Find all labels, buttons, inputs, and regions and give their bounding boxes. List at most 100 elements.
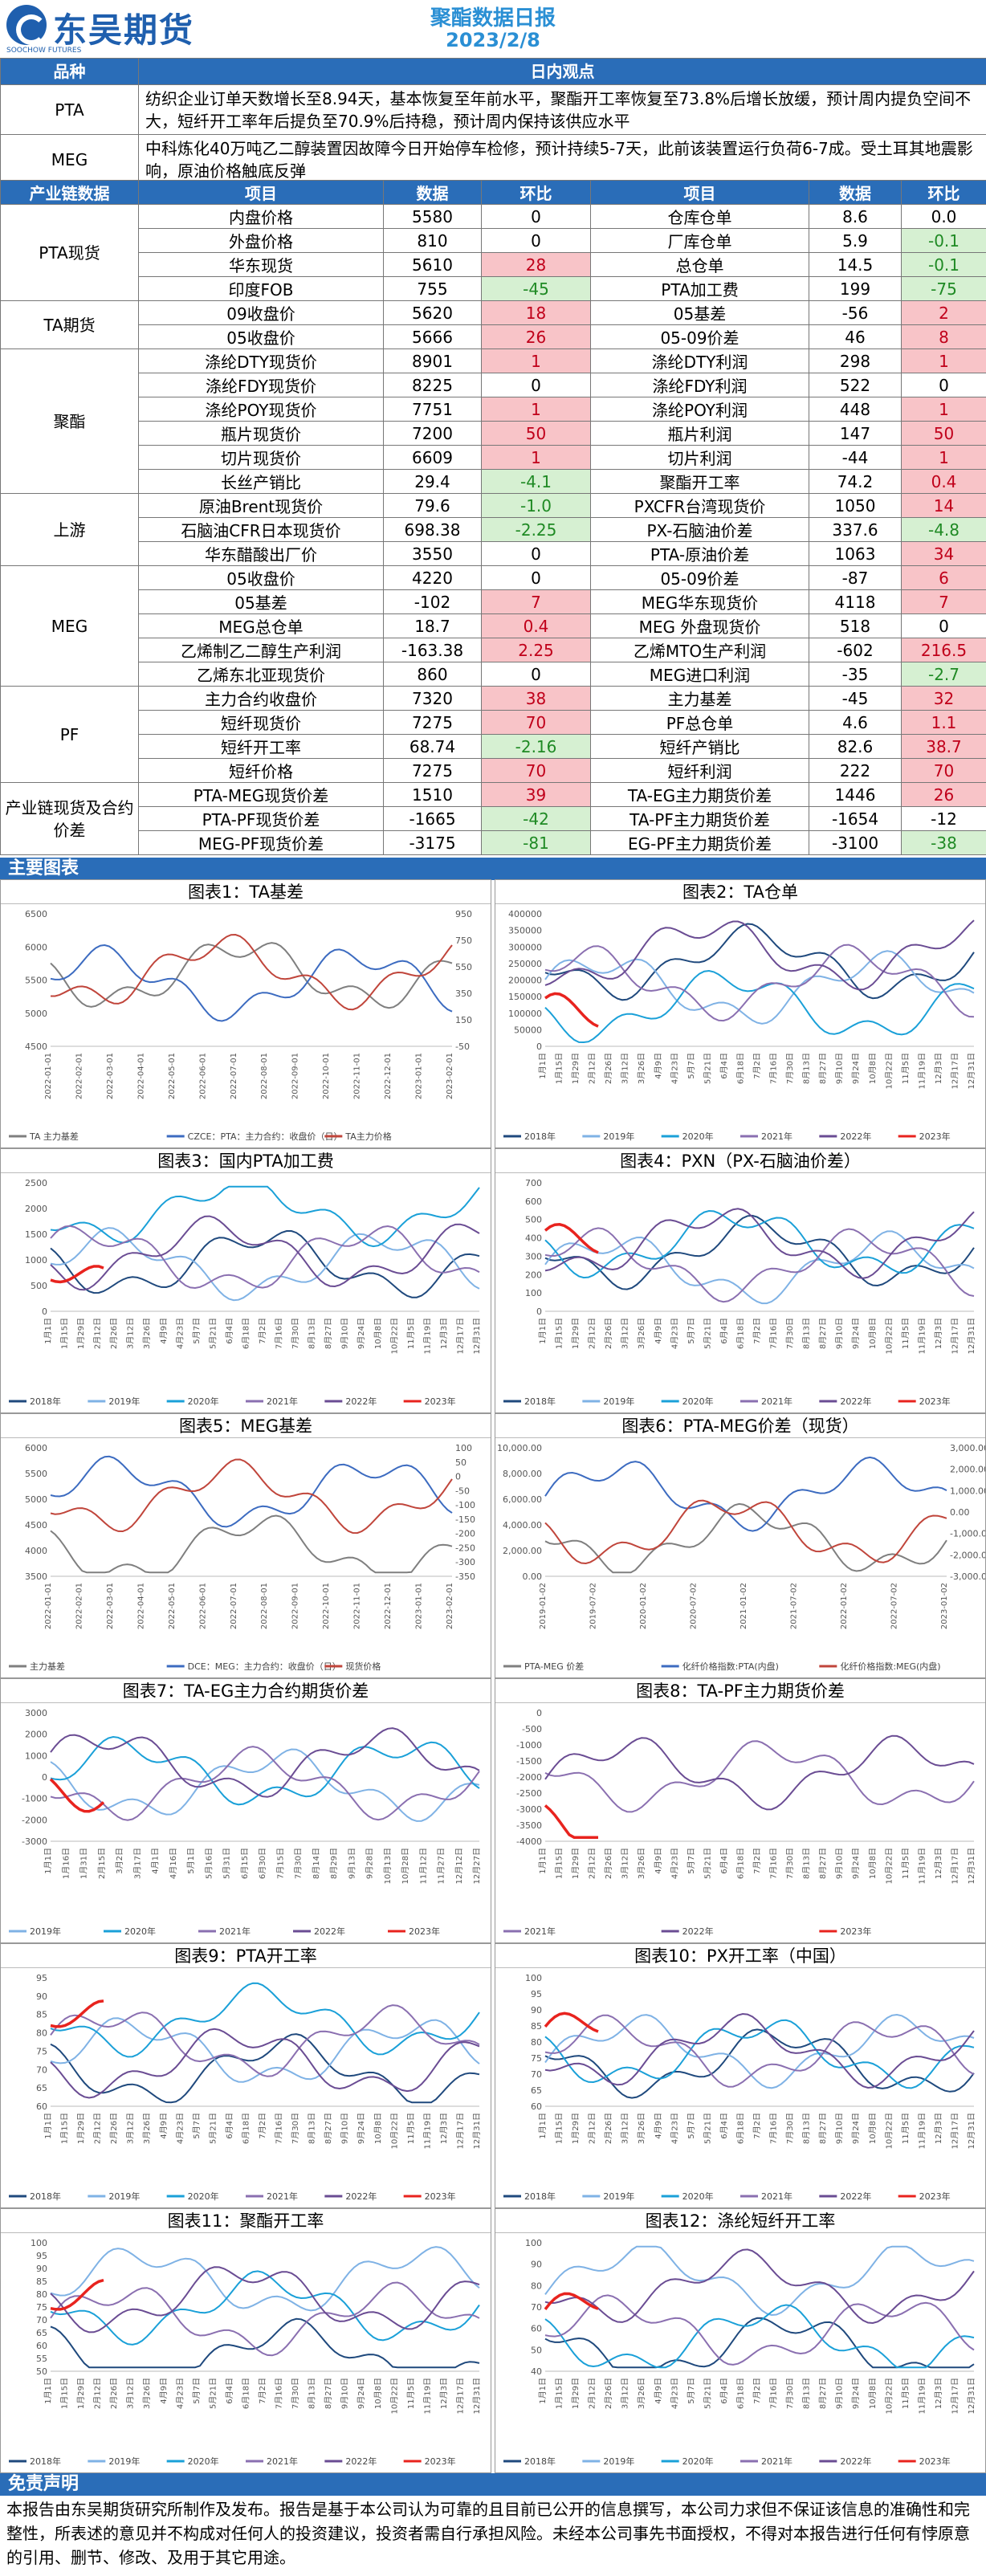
x-tick-label: 7月16日 — [275, 1318, 284, 1349]
industry-cell-item-left: 05收盘价 — [138, 324, 384, 349]
y-tick-label: 150000 — [508, 992, 542, 1002]
x-tick-label: 12月17日 — [455, 2113, 465, 2149]
x-tick-label: 12月17日 — [950, 1053, 960, 1089]
x-tick-label: 9月24日 — [357, 2378, 366, 2409]
industry-cell-item-right: MEG 外盘现货价 — [590, 613, 809, 638]
x-tick-label: 1月15日 — [60, 1318, 70, 1349]
x-tick-label: 2022-10-01 — [322, 1583, 331, 1629]
industry-cell-value-left: -3175 — [383, 830, 482, 855]
x-tick-label: 7月16日 — [769, 2113, 779, 2144]
y-tick-label: 100 — [525, 2238, 542, 2248]
legend-label: 2022年 — [345, 1396, 377, 1407]
x-tick-label: 1月15日 — [60, 2113, 70, 2144]
chart-panel-10: 图表10：PX开工率（中国） 100 95 90 85 80 75 70 65 60 1月1日 1月1… — [495, 1943, 986, 2208]
x-tick-label: 5月7日 — [687, 1318, 696, 1344]
industry-cell-change-right: 7 — [901, 589, 986, 614]
chart-title: 图表9：PTA开工率 — [1, 1944, 491, 1968]
charts-section-band: 主要图表 — [0, 858, 986, 880]
x-tick-label: 2022-04-01 — [136, 1053, 145, 1099]
legend-label: 2022年 — [840, 1131, 871, 1142]
industry-cell-change-right: -38 — [901, 830, 986, 855]
industry-cell-value-left: 7751 — [383, 397, 482, 422]
industry-cell-change-left: 1 — [481, 445, 591, 470]
y-tick-label: 5000 — [25, 1009, 47, 1019]
industry-cell-value-left: 7320 — [383, 686, 482, 711]
x-tick-label: 5月21日 — [703, 1848, 712, 1879]
y-tick-label: 60 — [531, 2324, 542, 2334]
y-tick-label: 0.00 — [523, 1571, 543, 1582]
series-line — [544, 2294, 975, 2366]
x-tick-label: 9月28日 — [365, 1848, 375, 1879]
x-tick-label: 4月23日 — [670, 1053, 679, 1084]
x-tick-label: 2022-11-01 — [353, 1053, 362, 1099]
chart-panel-8: 图表8：TA-PF主力期货价差 0 -500 -1000 -1500 -2000 -2500… — [495, 1678, 986, 1943]
industry-cell-value-left: 5620 — [383, 300, 482, 325]
x-tick-label: 2021-07-02 — [790, 1583, 799, 1629]
industry-cell-change-left: 18 — [481, 300, 591, 325]
x-tick-label: 4月9日 — [654, 1318, 663, 1344]
y-tick-label: 95 — [531, 1989, 542, 1999]
x-tick-label: 2022-08-01 — [260, 1583, 269, 1629]
y-tick-label: 5500 — [25, 976, 47, 986]
industry-cell-value-right: 522 — [809, 373, 902, 397]
views-row-pta-name: PTA — [0, 84, 139, 135]
x-tick-label: 2月26日 — [604, 2378, 613, 2409]
x-tick-label: 10月22日 — [884, 2113, 894, 2149]
x-tick-label: 9月24日 — [357, 1318, 366, 1349]
x-tick-label: 2019-07-02 — [589, 1583, 598, 1629]
x-tick-label: 2022-12-01 — [384, 1053, 393, 1099]
x-tick-label: 9月10日 — [835, 1848, 845, 1879]
x-tick-label: 2月26日 — [604, 1848, 613, 1879]
legend-label: 2019年 — [108, 2191, 140, 2202]
x-tick-label: 2月26日 — [109, 1318, 119, 1349]
industry-cell-value-left: 698.38 — [383, 517, 482, 542]
legend-label: 2022年 — [840, 1396, 871, 1407]
x-tick-label: 11月19日 — [917, 1318, 927, 1354]
x-tick-label: 1月29日 — [571, 1053, 581, 1084]
industry-cell-value-left: 7200 — [383, 421, 482, 446]
y-right-tick-label: 550 — [455, 962, 472, 972]
industry-cell-change-right: 8 — [901, 324, 986, 349]
industry-group-name: MEG — [0, 565, 139, 687]
industry-cell-item-left: PTA-PF现货价差 — [138, 806, 384, 831]
x-tick-label: 1月29日 — [571, 1318, 581, 1349]
industry-cell-change-right: 1.1 — [901, 710, 986, 735]
x-tick-label: 9月24日 — [851, 1848, 861, 1879]
x-tick-label: 2022-02-01 — [75, 1583, 84, 1629]
industry-cell-change-right: 2 — [901, 300, 986, 325]
y-tick-label: 70 — [36, 2315, 47, 2325]
x-tick-label: 5月21日 — [703, 2378, 712, 2409]
x-tick-label: 1月1日 — [43, 1848, 53, 1874]
x-tick-label: 10月8日 — [868, 2113, 878, 2144]
x-tick-label: 8月13日 — [308, 2113, 317, 2144]
industry-cell-item-right: PF总仓单 — [590, 710, 809, 735]
industry-cell-value-left: 3550 — [383, 541, 482, 566]
industry-cell-value-right: 1446 — [809, 782, 902, 807]
industry-cell-item-right: 涤纶DTY利润 — [590, 348, 809, 373]
x-tick-label: 2022-08-01 — [260, 1053, 269, 1099]
legend-label: 2018年 — [30, 1396, 61, 1407]
industry-cell-item-left: 原油Brent现货价 — [138, 493, 384, 518]
x-tick-label: 3月12日 — [621, 2378, 630, 2409]
industry-cell-value-left: 7275 — [383, 758, 482, 783]
x-tick-label: 7月2日 — [258, 1318, 267, 1344]
y-right-tick-label: 350 — [455, 988, 472, 999]
legend-label: 2021年 — [761, 1131, 792, 1142]
industry-cell-change-right: 1 — [901, 397, 986, 422]
x-tick-label: 5月1日 — [186, 1848, 196, 1874]
y-right-tick-label: -300 — [455, 1557, 475, 1567]
series-line — [50, 2270, 480, 2346]
industry-cell-change-right: -75 — [901, 276, 986, 301]
x-tick-label: 1月1日 — [538, 2113, 548, 2139]
x-tick-label: 12月31日 — [472, 2113, 482, 2149]
y-right-tick-label: 3,000.00 — [950, 1443, 985, 1453]
x-tick-label: 11月19日 — [422, 2378, 432, 2414]
x-tick-label: 4月23日 — [670, 2113, 679, 2144]
y-right-tick-label: -2,000.00 — [950, 1550, 985, 1560]
series-line — [50, 2281, 480, 2357]
y-right-tick-label: -50 — [455, 1486, 470, 1496]
x-tick-label: 2022-06-01 — [198, 1053, 207, 1099]
industry-cell-change-right: 32 — [901, 686, 986, 711]
x-tick-label: 9月10日 — [340, 1318, 350, 1349]
industry-cell-value-right: 337.6 — [809, 517, 902, 542]
